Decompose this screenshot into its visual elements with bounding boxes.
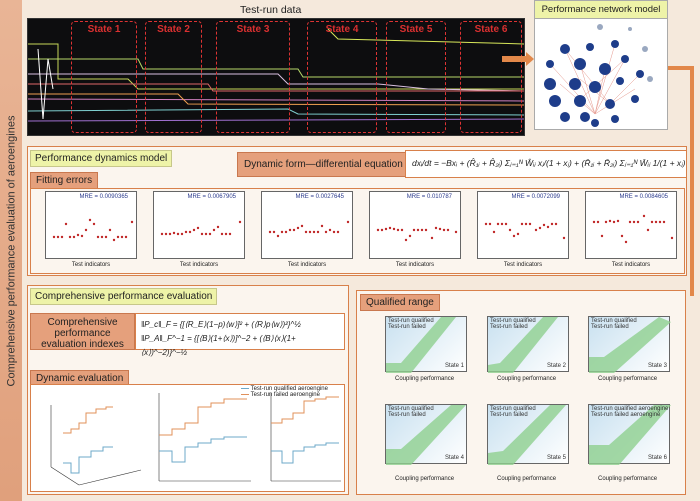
qr-xlabel: Coupling performance: [395, 376, 455, 382]
qualified-plot-state-5: Test-run qualified Test-run failed State …: [487, 404, 569, 465]
legend: Test-run qualified aeroengine Test-run f…: [241, 386, 328, 398]
arrow-head-icon: [526, 52, 534, 66]
state-4-box: State 4: [307, 21, 377, 133]
evaluation-equations: ‖P_c‖_F = {[⟨R_E⟩(1−p)⟨w⟩]² + (⟨R⟩p⟨w⟩)²…: [135, 313, 345, 357]
state-5-box: State 5: [386, 21, 446, 133]
sidebar-title-text: Comprehensive performance evaluation of …: [5, 115, 18, 386]
network-graph: [544, 24, 653, 127]
fitting-plot-6: MRE = 0.0084605 Test indicators: [585, 191, 677, 268]
oscilloscope-panel: State 1 State 2 State 3 State 4 State 5 …: [27, 18, 525, 136]
network-title: Performance network model: [535, 1, 667, 19]
qr-xlabel: Coupling performance: [395, 476, 455, 482]
state-1-box: State 1: [71, 21, 137, 133]
sidebar-title: Comprehensive performance evaluation of …: [0, 0, 22, 501]
fitting-errors-label: Fitting errors: [30, 172, 99, 189]
state-2-box: State 2: [145, 21, 202, 133]
fitting-plot-5: MRE = 0.0072099 Test indicators: [477, 191, 569, 268]
equation-pc: ‖P_c‖_F = {[⟨R_E⟩(1−p)⟨w⟩]² + (⟨R⟩p⟨w⟩)²…: [141, 320, 301, 329]
dynamic-form-label: Dynamic form—differential equation: [237, 152, 410, 177]
qr-xlabel: Coupling performance: [497, 376, 557, 382]
dynamics-title: Performance dynamics model: [30, 150, 173, 167]
qualified-plot-state-2: Test-run qualified Test-run failed State …: [487, 316, 569, 373]
state-3-box: State 3: [216, 21, 290, 133]
differential-equation: dxᵢ/dt = −Bxᵢ + (R̂₁ᵢ + R̂₂ᵢ) Σⱼ₌₁ᴺ Ŵᵢⱼ …: [405, 150, 687, 178]
fitting-plot-2: MRE = 0.0067905 Test indicators: [153, 191, 245, 268]
qualified-range-title: Qualified range: [360, 294, 440, 311]
fitting-errors-panel: MRE = 0.0090365 Test indicators MRE = 0.0…: [30, 188, 685, 274]
indexes-label: Comprehensive performance evaluation ind…: [30, 313, 135, 350]
qr-xlabel: Coupling performance: [497, 476, 557, 482]
test-run-traces: [28, 28, 524, 122]
qualified-plot-state-3: Test-run qualified Test-run failed State …: [588, 316, 671, 373]
qualified-plot-state-1: Test-run qualified Test-run failed State …: [385, 316, 467, 373]
comprehensive-title: Comprehensive performance evaluation: [30, 288, 218, 305]
arrow-to-network: [502, 56, 528, 62]
dynamic-evaluation-panel: Test-run qualified aeroengine Test-run f…: [30, 384, 345, 492]
qr-xlabel: Coupling performance: [598, 476, 658, 482]
qualified-plot-state-6: Test-run qualified aeroengine Test-run fa…: [588, 404, 671, 465]
connector-line: [668, 66, 694, 70]
qualified-plot-state-4: Test-run qualified Test-run failed State …: [385, 404, 467, 465]
state-6-box: State 6: [460, 21, 522, 133]
equation-pa: ‖P_A‖_F^−1 = {[⟨B⟩(1+⟨x⟩)]^−2 + (⟨B⟩⟨x⟩(…: [141, 334, 296, 357]
dynamic-evaluation-charts: [50, 393, 341, 486]
qr-xlabel: Coupling performance: [598, 376, 658, 382]
fitting-plot-1: MRE = 0.0090365 Test indicators: [45, 191, 137, 268]
performance-network-model: Performance network model: [534, 0, 668, 130]
fitting-plot-4: MRE = 0.010787 Test indicators: [369, 191, 461, 268]
connector-line: [690, 66, 694, 296]
fitting-plot-3: MRE = 0.0027645 Test indicators: [261, 191, 353, 268]
test-run-title: Test-run data: [240, 4, 302, 16]
